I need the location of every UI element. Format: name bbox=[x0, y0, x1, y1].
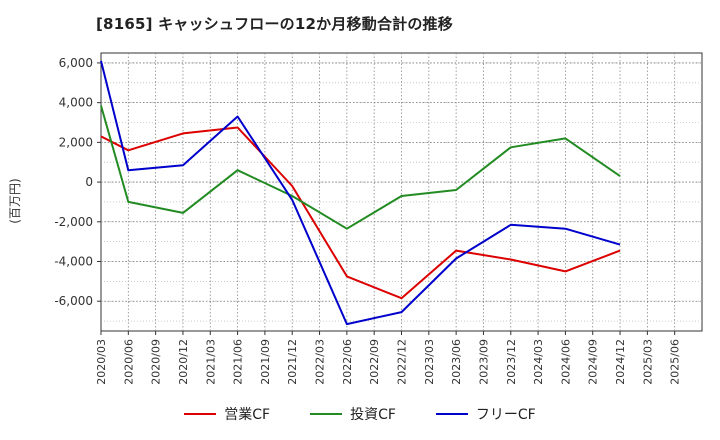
legend-swatch bbox=[310, 413, 343, 415]
x-tick-label: 2020/12 bbox=[177, 339, 190, 385]
x-tick-label: 2024/09 bbox=[587, 339, 600, 385]
chart-title: [8165] キャッシュフローの12か月移動合計の推移 bbox=[96, 15, 453, 33]
legend-swatch bbox=[184, 413, 217, 415]
series-line bbox=[100, 105, 621, 230]
series-line bbox=[100, 126, 621, 300]
x-axis-ticks: 2020/03 2020/06 2020/09 2020/12 2021/03 2021/… bbox=[95, 331, 682, 385]
x-tick-label: 2024/06 bbox=[559, 339, 572, 385]
y-tick-label: 2,000 bbox=[59, 135, 93, 149]
legend-swatch bbox=[435, 413, 468, 415]
y-tick-label: 4,000 bbox=[59, 96, 93, 110]
x-tick-label: 2022/09 bbox=[368, 339, 381, 385]
legend-item: 営業CF bbox=[184, 404, 270, 424]
x-tick-label: 2021/06 bbox=[232, 339, 245, 385]
chart-legend: 営業CF 投資CF フリーCF bbox=[0, 404, 720, 424]
x-tick-label: 2023/09 bbox=[477, 339, 490, 385]
x-tick-label: 2021/12 bbox=[286, 339, 299, 385]
y-tick-label: 6,000 bbox=[59, 56, 93, 70]
plot-area bbox=[100, 52, 703, 332]
legend-label: 投資CF bbox=[350, 407, 396, 423]
grid-lines bbox=[101, 53, 702, 331]
legend-item: 投資CF bbox=[310, 404, 396, 424]
x-tick-label: 2020/03 bbox=[95, 339, 108, 385]
y-tick-label: -2,000 bbox=[54, 215, 93, 229]
x-tick-label: 2022/03 bbox=[314, 339, 327, 385]
x-tick-label: 2022/12 bbox=[396, 339, 409, 385]
y-axis-ticks: 6,000 4,000 2,000 0 -2,000 -4,000 -6,000 bbox=[54, 56, 101, 308]
y-tick-label: -6,000 bbox=[54, 294, 93, 308]
y-tick-label: 0 bbox=[85, 175, 93, 189]
x-tick-label: 2020/09 bbox=[150, 339, 163, 385]
legend-item: フリーCF bbox=[435, 404, 536, 424]
series-line bbox=[100, 60, 621, 326]
x-tick-label: 2024/12 bbox=[614, 339, 627, 385]
x-tick-label: 2021/03 bbox=[204, 339, 217, 385]
legend-label: 営業CF bbox=[224, 407, 271, 423]
x-tick-label: 2023/06 bbox=[450, 339, 463, 385]
x-tick-label: 2025/06 bbox=[669, 339, 682, 385]
x-tick-label: 2023/03 bbox=[423, 339, 436, 385]
legend-label: フリーCF bbox=[475, 407, 536, 423]
x-tick-label: 2024/03 bbox=[532, 339, 545, 385]
x-tick-label: 2020/06 bbox=[122, 339, 135, 385]
y-axis-label: (百万円) bbox=[8, 178, 22, 223]
x-tick-label: 2025/03 bbox=[641, 339, 654, 385]
x-tick-label: 2023/12 bbox=[505, 339, 518, 385]
y-tick-label: -4,000 bbox=[54, 255, 93, 269]
series-lines bbox=[100, 60, 621, 326]
x-tick-label: 2021/09 bbox=[259, 339, 272, 385]
x-tick-label: 2022/06 bbox=[341, 339, 354, 385]
